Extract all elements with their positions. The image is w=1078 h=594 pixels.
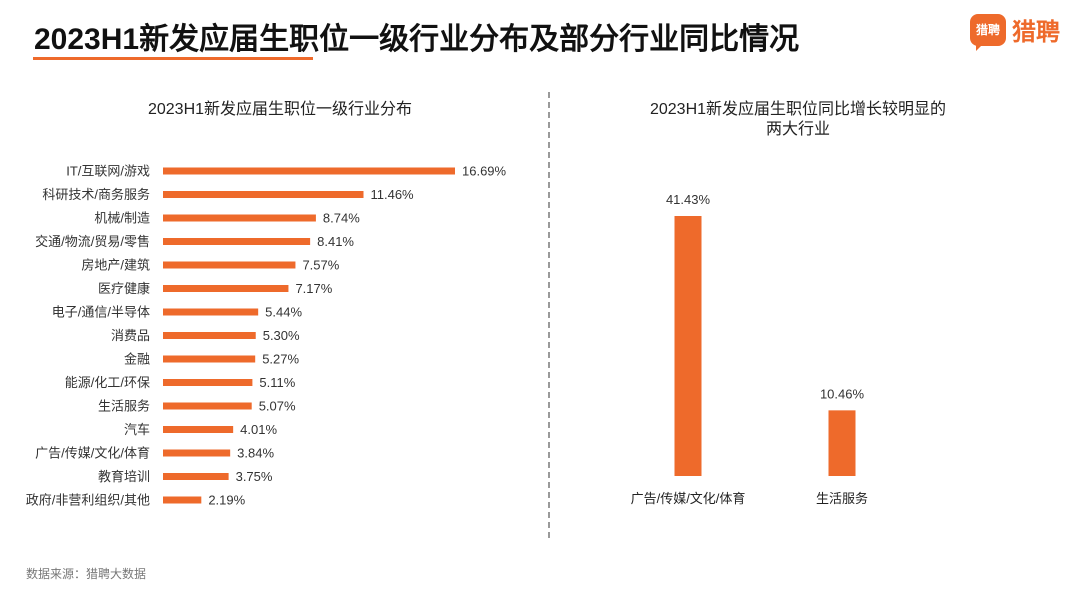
- category-label: 教育培训: [98, 469, 150, 484]
- bar: [163, 214, 316, 222]
- category-label: 交通/物流/贸易/零售: [35, 234, 150, 249]
- data-label: 5.27%: [262, 352, 299, 367]
- data-label: 7.17%: [295, 281, 332, 296]
- category-label: 科研技术/商务服务: [42, 187, 150, 202]
- liepin-logo-icon: 猎聘: [970, 13, 1006, 51]
- category-label: 政府/非营利组织/其他: [26, 493, 150, 508]
- bar: [163, 473, 229, 480]
- title-underline: [33, 57, 313, 60]
- category-label: 生活服务: [98, 399, 150, 414]
- bar: [828, 410, 856, 476]
- category-label: 消费品: [111, 328, 150, 343]
- data-label: 5.11%: [259, 375, 295, 390]
- data-label: 4.01%: [240, 422, 277, 437]
- data-label: 8.74%: [323, 211, 360, 226]
- brand: 猎聘 猎聘: [970, 12, 1060, 51]
- bar: [163, 167, 455, 175]
- data-label: 16.69%: [462, 164, 507, 179]
- data-label: 5.30%: [263, 328, 300, 343]
- category-label: 广告/传媒/文化/体育: [631, 491, 746, 506]
- data-label: 41.43%: [666, 192, 711, 207]
- category-label: 金融: [124, 352, 150, 367]
- category-label: 房地产/建筑: [81, 258, 150, 273]
- chart-title: 2023H1新发应届生职位一级行业分布: [148, 99, 412, 118]
- brand-name: 猎聘: [1012, 19, 1060, 46]
- bar: [674, 216, 702, 476]
- data-label: 8.41%: [317, 234, 354, 249]
- category-label: 电子/通信/半导体: [52, 305, 150, 320]
- bar: [163, 332, 256, 339]
- category-label: 机械/制造: [94, 211, 150, 226]
- bar: [163, 449, 231, 457]
- chart-divider: [548, 92, 550, 538]
- page-title: 2023H1新发应届生职位一级行业分布及部分行业同比情况: [34, 23, 800, 56]
- data-label: 5.07%: [259, 399, 296, 414]
- data-source-note: 数据来源：猎聘大数据: [26, 567, 147, 581]
- industry-distribution-chart: 2023H1新发应届生职位一级行业分布 IT/互联网/游戏 16.69% 科研技术/商…: [26, 99, 507, 508]
- category-label: 汽车: [124, 422, 150, 437]
- category-label: 广告/传媒/文化/体育: [35, 446, 150, 461]
- data-label: 2.19%: [208, 493, 245, 508]
- bar: [163, 191, 364, 198]
- bar: [163, 496, 202, 504]
- category-label: 生活服务: [816, 491, 868, 506]
- bar: [163, 355, 256, 363]
- chart-title-line: 两大行业: [766, 120, 830, 138]
- data-label: 3.75%: [236, 469, 273, 484]
- bar: [163, 285, 289, 292]
- bar: [163, 426, 234, 433]
- data-label: 7.57%: [302, 258, 339, 273]
- data-label: 11.46%: [370, 187, 414, 202]
- data-label: 3.84%: [237, 446, 274, 461]
- bar: [163, 308, 259, 316]
- category-label: IT/互联网/游戏: [66, 164, 150, 179]
- category-label: 能源/化工/环保: [65, 375, 150, 390]
- data-label: 10.46%: [820, 386, 865, 401]
- chart-title-line: 2023H1新发应届生职位同比增长较明显的: [650, 99, 946, 118]
- bar: [163, 261, 296, 269]
- bar: [163, 402, 252, 410]
- bar: [163, 379, 253, 386]
- data-label: 5.44%: [265, 305, 302, 320]
- bar: [163, 238, 311, 245]
- category-label: 医疗健康: [98, 281, 150, 296]
